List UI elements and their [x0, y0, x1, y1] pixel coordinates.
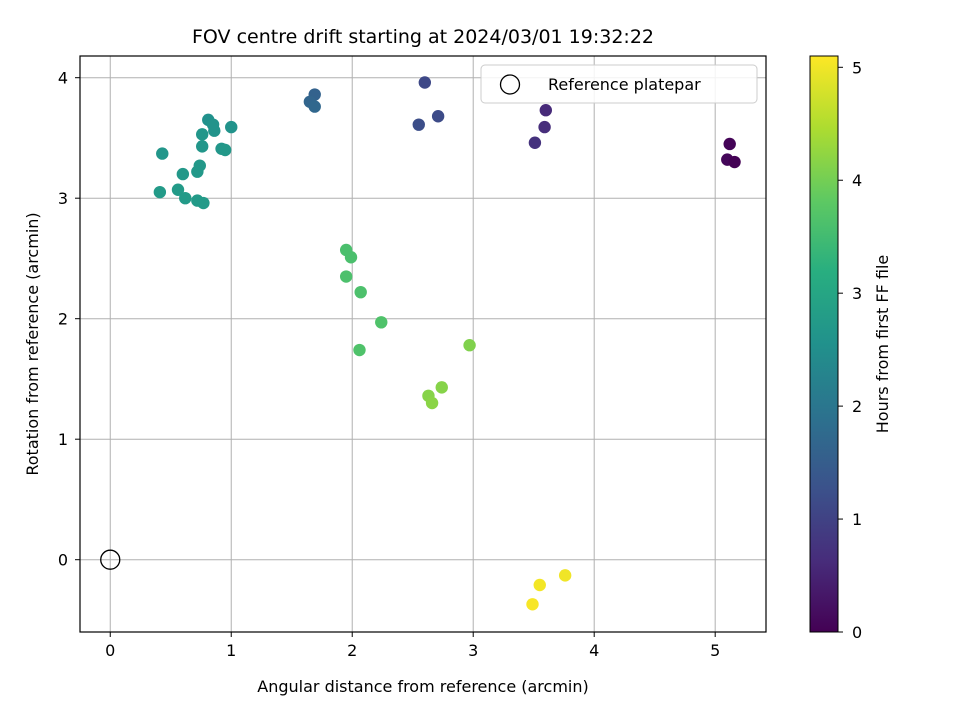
x-axis-label: Angular distance from reference (arcmin): [257, 677, 588, 696]
data-point: [195, 128, 209, 141]
grid-lines: [80, 56, 766, 632]
data-point: [344, 251, 358, 264]
data-point: [218, 143, 232, 157]
data-point: [195, 140, 209, 153]
y-tick-label: 0: [58, 551, 68, 570]
data-point: [538, 120, 551, 134]
x-tick-label: 5: [710, 641, 720, 660]
data-point: [412, 118, 425, 131]
data-point: [308, 100, 321, 113]
y-tick-label: 1: [58, 430, 68, 449]
data-point: [528, 136, 542, 149]
data-point: [156, 147, 169, 160]
colorbar-tick-label: 0: [852, 623, 862, 642]
reference-marker-group: [100, 549, 121, 570]
colorbar-tick-label: 5: [852, 58, 862, 77]
colorbar-tick-label: 3: [852, 284, 862, 303]
data-point: [354, 285, 367, 299]
data-point: [176, 167, 190, 181]
legend-reference-marker: [499, 74, 521, 95]
legend: Reference platepar: [480, 64, 758, 104]
x-tick-label: 1: [226, 641, 236, 660]
data-point: [179, 191, 192, 205]
data-point: [728, 155, 741, 169]
data-point: [539, 104, 553, 117]
y-axis-label: Rotation from reference (arcmin): [23, 212, 42, 475]
x-tick-label: 3: [468, 641, 478, 660]
data-point: [435, 381, 448, 394]
x-tick-label: 2: [347, 641, 357, 660]
data-point: [558, 569, 572, 582]
data-point: [375, 316, 388, 329]
y-axis-ticks: 0 1 2 3 4: [58, 69, 80, 570]
data-point: [425, 396, 439, 410]
colorbar-tick-label: 2: [852, 397, 862, 416]
x-tick-label: 4: [589, 641, 599, 660]
y-tick-label: 2: [58, 310, 68, 329]
x-tick-label: 0: [105, 641, 115, 660]
colorbar-ticks: 0 1 2 3 4 5: [838, 58, 862, 642]
chart-title: FOV centre drift starting at 2024/03/01 …: [192, 26, 654, 48]
y-tick-label: 3: [58, 189, 68, 208]
data-point: [526, 598, 539, 611]
y-tick-label: 4: [58, 69, 68, 88]
data-point: [339, 270, 353, 283]
x-axis-ticks: 0 1 2 3 4 5: [105, 632, 720, 660]
data-point: [431, 110, 445, 123]
data-points: [153, 76, 741, 611]
data-point: [533, 578, 546, 592]
data-point: [197, 196, 210, 210]
data-point: [153, 185, 167, 199]
legend-box: [480, 64, 758, 104]
data-point: [225, 120, 238, 134]
colorbar-label: Hours from first FF file: [873, 255, 892, 434]
data-point: [723, 137, 736, 151]
colorbar-tick-label: 1: [852, 510, 862, 529]
reference-platepar-marker: [100, 549, 121, 570]
data-point: [463, 339, 476, 352]
data-point: [171, 183, 185, 196]
legend-label: Reference platepar: [548, 75, 701, 94]
colorbar-tick-label: 4: [852, 171, 862, 190]
data-point: [353, 343, 366, 357]
colorbar: [809, 55, 839, 633]
data-point: [191, 165, 204, 178]
data-point: [208, 124, 221, 137]
data-point: [418, 76, 432, 89]
plot-frame: [79, 55, 767, 633]
